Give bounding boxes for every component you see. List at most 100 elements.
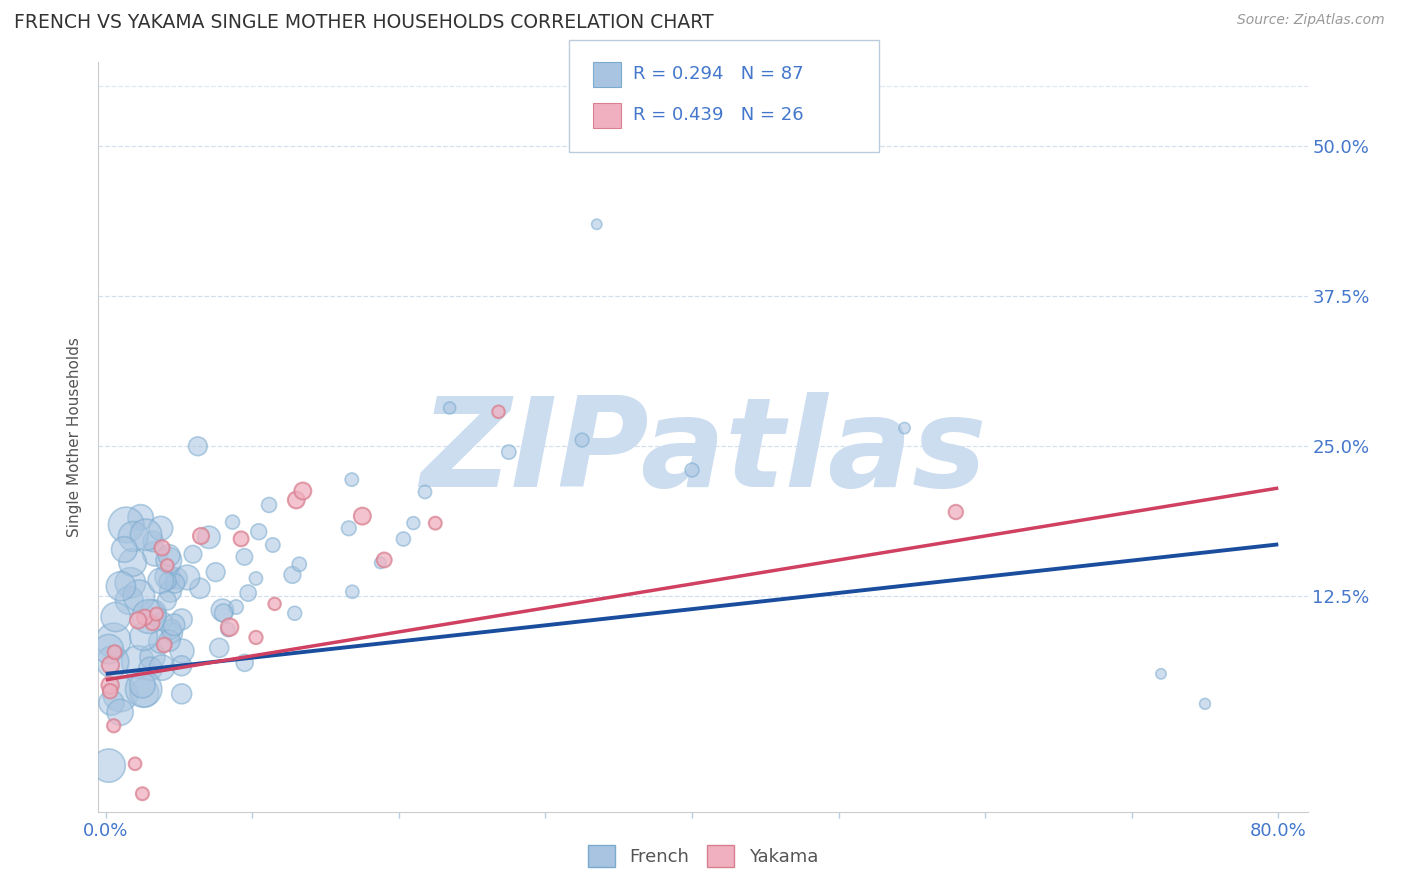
Point [402, 516, 425, 530]
Point [198, 530, 221, 544]
Point [112, 542, 135, 557]
Point [103, 719, 125, 733]
Point [156, 593, 179, 607]
Point [233, 656, 256, 670]
Point [352, 509, 374, 524]
Legend: French, Yakama: French, Yakama [581, 838, 825, 874]
Point [98, 678, 121, 692]
Point [229, 532, 252, 546]
Point [211, 603, 233, 617]
Point [157, 549, 180, 563]
Point [170, 687, 193, 701]
Point [104, 645, 127, 659]
Point [150, 541, 173, 555]
Point [373, 553, 395, 567]
Point [98, 684, 121, 698]
Point [132, 630, 155, 644]
Point [135, 527, 157, 541]
Point [153, 638, 176, 652]
Point [100, 658, 122, 673]
Point [162, 626, 184, 640]
Point [100, 696, 122, 710]
Point [124, 756, 146, 771]
Point [129, 510, 152, 524]
Point [291, 483, 314, 498]
Point [233, 549, 256, 564]
Point [263, 597, 285, 611]
Point [337, 521, 360, 535]
Point [188, 582, 211, 596]
Point [142, 606, 165, 620]
Point [159, 633, 181, 648]
Point [488, 405, 510, 419]
Point [127, 614, 149, 628]
Point [392, 532, 415, 546]
Point [204, 565, 226, 579]
Point [97, 758, 120, 772]
Point [1194, 697, 1216, 711]
Point [138, 609, 160, 624]
Point [236, 586, 259, 600]
Text: ZIPatlas: ZIPatlas [420, 392, 986, 513]
Point [170, 658, 193, 673]
Text: Source: ZipAtlas.com: Source: ZipAtlas.com [1237, 13, 1385, 28]
Point [439, 401, 461, 415]
Point [681, 463, 703, 477]
Point [157, 553, 180, 567]
Point [110, 687, 132, 701]
Point [122, 529, 145, 543]
Point [170, 612, 193, 626]
Point [498, 445, 520, 459]
Point [104, 610, 127, 624]
Point [284, 607, 307, 621]
Point [176, 570, 198, 584]
Point [149, 574, 172, 588]
Point [945, 505, 967, 519]
Point [218, 620, 240, 634]
Point [134, 685, 156, 699]
Point [128, 589, 150, 603]
Point [247, 524, 270, 539]
Point [108, 706, 131, 720]
Point [110, 579, 132, 593]
Point [156, 570, 179, 584]
Point [156, 558, 179, 573]
Point [225, 600, 247, 615]
Point [131, 678, 153, 692]
Point [101, 655, 124, 669]
Point [115, 517, 138, 532]
Point [170, 644, 193, 658]
Point [118, 593, 141, 607]
Point [127, 655, 149, 669]
Point [257, 498, 280, 512]
Point [166, 572, 188, 586]
Point [143, 547, 166, 561]
Point [142, 534, 165, 549]
Point [160, 623, 183, 637]
Point [585, 217, 607, 231]
Point [571, 433, 593, 447]
Point [413, 485, 436, 500]
Point [132, 682, 155, 697]
Point [425, 516, 447, 531]
Point [134, 610, 156, 624]
Point [149, 634, 172, 648]
Point [245, 571, 267, 585]
Point [131, 787, 153, 801]
Point [190, 529, 212, 543]
Point [288, 558, 311, 572]
Point [342, 584, 364, 599]
Point [103, 633, 125, 648]
Point [163, 617, 186, 632]
Point [121, 556, 143, 570]
Point [152, 615, 174, 629]
Text: R = 0.439   N = 26: R = 0.439 N = 26 [633, 106, 803, 124]
Point [139, 662, 162, 676]
Point [281, 568, 304, 582]
Point [159, 584, 181, 599]
Point [156, 574, 179, 589]
Point [212, 606, 235, 620]
Point [181, 547, 204, 561]
Point [285, 493, 308, 508]
Point [141, 649, 163, 664]
